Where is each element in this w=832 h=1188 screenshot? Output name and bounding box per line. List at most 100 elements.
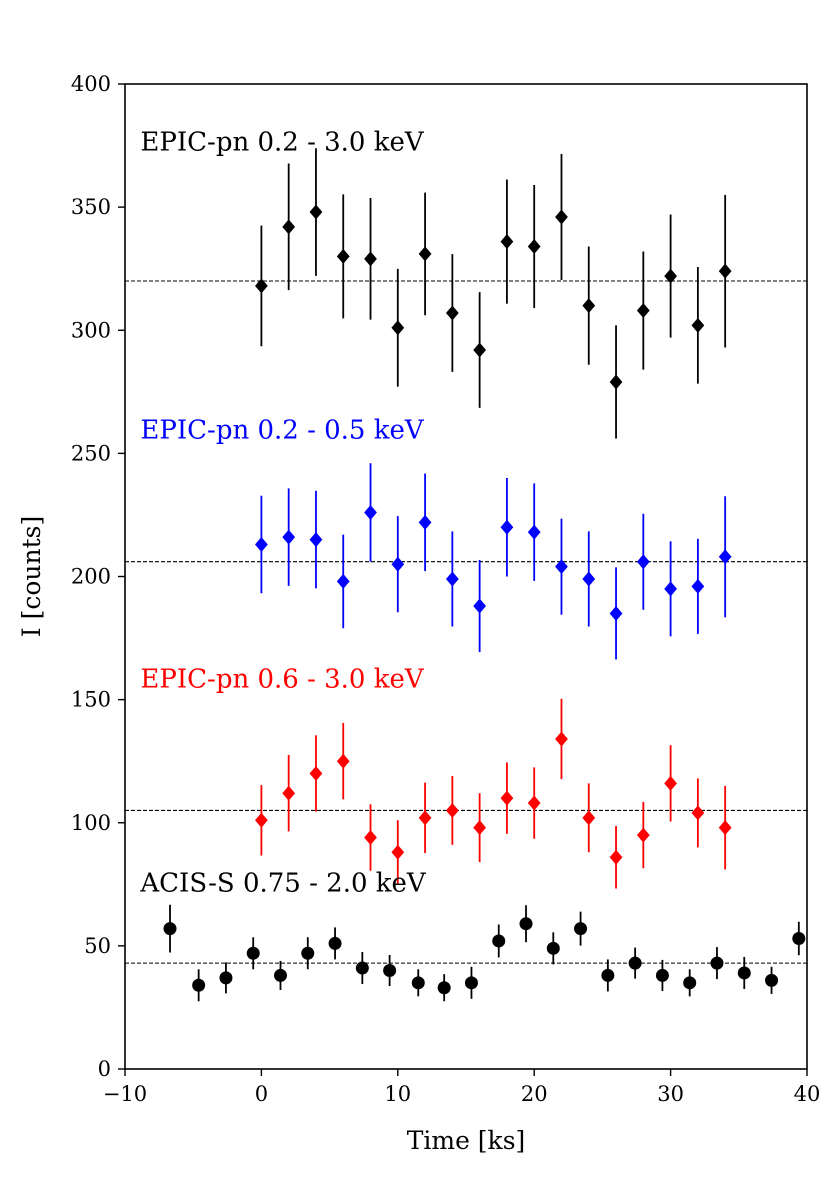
data-point [683, 976, 697, 990]
data-point [582, 298, 596, 314]
data-point [418, 514, 432, 530]
data-point [464, 976, 478, 990]
x-tick-label: 0 [255, 1082, 268, 1106]
data-point [555, 731, 568, 747]
data-point [219, 971, 233, 985]
data-point [555, 559, 568, 575]
x-tick-label: 20 [521, 1082, 548, 1106]
data-point [336, 573, 350, 589]
data-point [718, 263, 732, 279]
data-point [500, 519, 514, 535]
data-point [664, 775, 677, 791]
data-point [282, 529, 296, 545]
data-point [255, 536, 268, 552]
data-point [473, 598, 487, 614]
data-point [636, 554, 650, 570]
data-point [636, 303, 650, 319]
data-point [527, 795, 541, 811]
data-point [418, 246, 432, 262]
data-point [582, 571, 596, 587]
x-tick-label: −10 [103, 1082, 147, 1106]
data-point [737, 966, 751, 980]
data-point [282, 785, 296, 801]
data-point [445, 571, 459, 587]
data-point [582, 810, 596, 826]
data-point [473, 342, 487, 358]
y-tick-label: 250 [71, 441, 111, 465]
data-point [246, 946, 260, 960]
series-1: EPIC-pn 0.2 - 0.5 keV [125, 416, 807, 660]
data-point [411, 976, 425, 990]
data-point [691, 317, 705, 333]
data-point [765, 973, 779, 987]
data-point [664, 268, 677, 284]
data-point [527, 524, 541, 540]
y-tick-label: 350 [71, 195, 111, 219]
data-point [519, 917, 533, 931]
series-label: ACIS-S 0.75 - 2.0 keV [139, 869, 427, 899]
data-point [445, 802, 459, 818]
data-point [609, 374, 623, 390]
y-tick-label: 50 [84, 934, 111, 958]
data-point [192, 978, 206, 992]
data-point [282, 219, 296, 235]
data-point [309, 766, 323, 781]
data-point [691, 578, 705, 594]
data-point [391, 556, 405, 572]
data-point [418, 810, 432, 826]
x-tick-label: 10 [384, 1082, 411, 1106]
series-0: EPIC-pn 0.2 - 3.0 keV [125, 127, 807, 439]
data-point [792, 931, 806, 945]
data-point [255, 278, 268, 294]
plot-frame [124, 83, 808, 1070]
data-point [391, 844, 405, 860]
data-point [527, 239, 541, 255]
data-point [609, 605, 623, 621]
data-point [355, 961, 369, 975]
data-point [383, 964, 397, 977]
data-point [364, 504, 377, 520]
series-3: ACIS-S 0.75 - 2.0 keV [125, 869, 807, 1002]
data-point [718, 549, 732, 565]
data-point [473, 820, 487, 836]
data-point [710, 956, 724, 970]
series-label: EPIC-pn 0.2 - 3.0 keV [140, 127, 424, 157]
data-point [309, 204, 323, 220]
data-point [628, 956, 642, 970]
data-point [546, 941, 560, 955]
y-tick-label: 400 [71, 72, 111, 96]
y-tick-label: 100 [71, 811, 111, 835]
y-axis-label: I [counts] [17, 516, 46, 637]
x-axis-label: Time [ks] [407, 1126, 526, 1155]
data-point [391, 320, 405, 336]
data-point [309, 532, 323, 548]
data-point [555, 209, 568, 225]
data-point [445, 305, 459, 321]
series-label: EPIC-pn 0.6 - 3.0 keV [140, 664, 424, 694]
x-tick-label: 40 [794, 1082, 821, 1106]
data-point [328, 936, 342, 950]
data-point [609, 849, 623, 865]
data-point [255, 812, 268, 828]
data-point [163, 922, 177, 936]
y-tick-label: 150 [71, 688, 111, 712]
data-point [336, 248, 350, 264]
y-tick-label: 200 [71, 565, 111, 589]
plot-content: EPIC-pn 0.2 - 3.0 keV EPIC-pn 0.2 - 0.5 k… [125, 127, 807, 1002]
data-point [364, 251, 377, 267]
data-point [655, 968, 669, 982]
data-point [636, 827, 650, 843]
data-point [273, 968, 287, 982]
data-point [500, 790, 514, 806]
data-point [336, 753, 350, 769]
data-point [437, 981, 451, 995]
y-tick-label: 300 [71, 318, 111, 342]
series-2: EPIC-pn 0.6 - 3.0 keV [125, 664, 807, 889]
data-point [718, 820, 732, 836]
data-point [691, 805, 705, 821]
series-label: EPIC-pn 0.2 - 0.5 keV [140, 416, 424, 446]
data-point [500, 234, 514, 250]
data-point [364, 830, 377, 846]
